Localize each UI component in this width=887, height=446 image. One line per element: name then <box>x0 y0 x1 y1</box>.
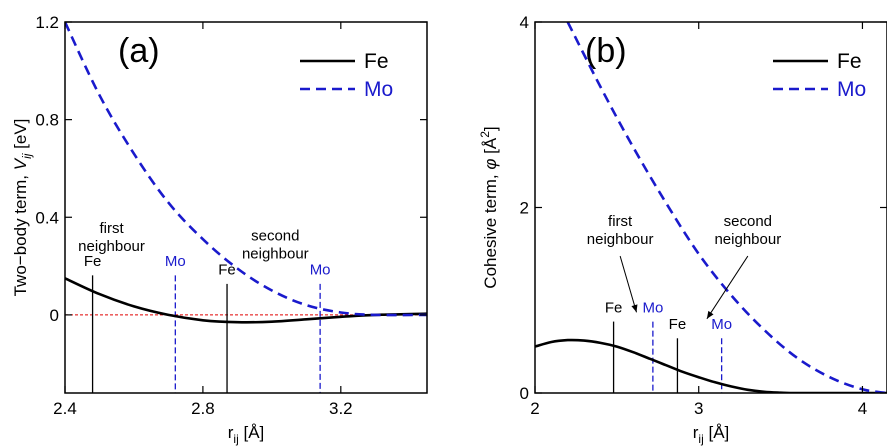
x-tick-label: 2.4 <box>53 399 77 418</box>
x-tick-label: 3.2 <box>329 399 353 418</box>
series-line-mo <box>566 22 887 393</box>
legend-label-fe: Fe <box>837 50 862 73</box>
neighbour-marker-label-2: Mo <box>165 253 186 270</box>
y-axis-label-symbol: φ <box>481 159 500 170</box>
neighbour-marker-label-3: Fe <box>218 262 236 279</box>
x-tick-label: 3 <box>694 399 703 418</box>
x-axis-label-unit: [Å] <box>239 423 265 442</box>
x-axis-label: rij [Å] <box>228 423 265 446</box>
annotation-text-2: neighbour <box>242 245 309 262</box>
legend-label-fe: Fe <box>364 50 389 73</box>
annotation-text-1: first <box>608 213 633 230</box>
x-axis-label-unit: [Å] <box>704 423 730 442</box>
series-line-fe <box>535 338 887 393</box>
y-tick-label: 2 <box>520 199 529 218</box>
annotation-text-1: neighbour <box>78 238 145 255</box>
y-axis-label-symbol: V <box>11 157 30 170</box>
annotation-text-1: neighbour <box>587 231 654 248</box>
y-axis-label-main: Two−body term, <box>11 170 30 296</box>
y-axis-label-unit-sup: 2 <box>478 131 492 138</box>
y-axis-label-unit: [eV] <box>11 119 30 154</box>
plot-frame <box>64 21 428 394</box>
x-axis-label-sub: ij <box>233 432 238 446</box>
annotation-arrowhead-2 <box>706 310 714 319</box>
neighbour-marker-label-1: Fe <box>84 253 102 270</box>
plot-frame <box>534 21 887 394</box>
y-tick-label: 0.4 <box>35 208 59 227</box>
neighbour-marker-label-3: Fe <box>669 316 687 333</box>
y-axis-label-sub: ij <box>20 153 34 159</box>
annotation-text-2: second <box>251 227 299 244</box>
x-axis-label: rij [Å] <box>693 423 730 446</box>
panel-label: (b) <box>585 32 627 70</box>
panel-label: (a) <box>118 32 160 70</box>
annotation-text-1: first <box>99 220 124 237</box>
neighbour-marker-label-1: Fe <box>605 299 623 316</box>
series-line-fe <box>65 277 427 324</box>
neighbour-marker-label-4: Mo <box>711 316 732 333</box>
x-tick-label: 2.8 <box>191 399 215 418</box>
x-tick-label: 4 <box>858 399 867 418</box>
x-axis-label-main: r <box>228 423 234 442</box>
annotation-arrow-2 <box>706 255 749 320</box>
annotation-text-2: neighbour <box>714 231 781 248</box>
y-tick-label: 1.2 <box>35 13 59 32</box>
annotation-arrow-1 <box>619 255 637 313</box>
neighbour-marker-label-4: Mo <box>310 262 331 279</box>
y-axis-label-unit-end: ] <box>481 126 500 131</box>
x-axis-label-sub: ij <box>698 432 703 446</box>
y-axis-label-main: Cohesive term, <box>481 170 500 289</box>
y-axis-label-unit: [Å <box>481 137 500 158</box>
x-axis-label-main: r <box>693 423 699 442</box>
series-line-mo <box>65 22 427 317</box>
y-axis-label: Cohesive term, φ [Å2] <box>478 126 500 288</box>
annotation-text-2: second <box>724 213 772 230</box>
y-tick-label: 0 <box>520 384 529 403</box>
legend-label-mo: Mo <box>364 78 393 101</box>
y-tick-label: 0 <box>50 306 59 325</box>
y-axis-label: Two−body term, Vij [eV] <box>11 119 34 297</box>
annotation-arrowhead-1 <box>631 304 638 313</box>
legend-label-mo: Mo <box>837 78 866 101</box>
x-tick-label: 2 <box>530 399 539 418</box>
y-tick-label: 4 <box>520 13 529 32</box>
neighbour-marker-label-2: Mo <box>642 299 663 316</box>
y-tick-label: 0.8 <box>35 111 59 130</box>
